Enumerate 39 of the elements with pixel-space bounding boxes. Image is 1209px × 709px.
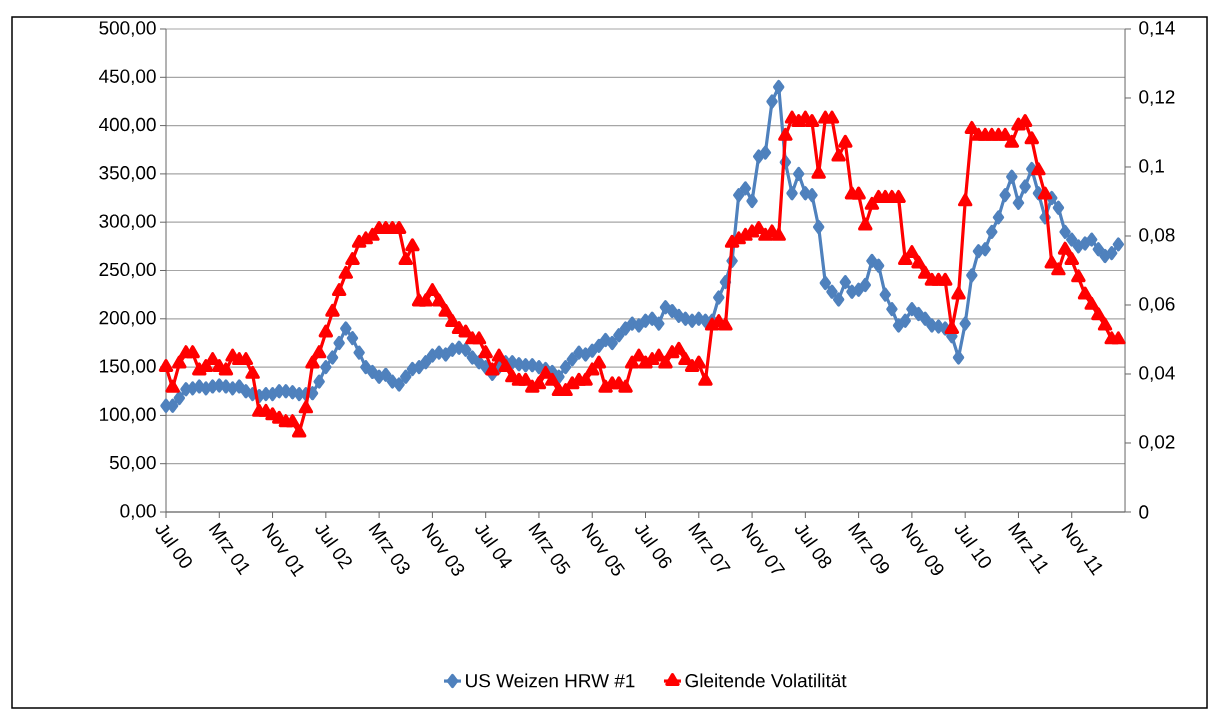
y2-tick-label: 0 xyxy=(1139,505,1149,519)
x-tick-label: Mrz 09 xyxy=(848,522,890,574)
x-tick-label: Nov 07 xyxy=(741,522,786,574)
x-tick-label: Mrz 01 xyxy=(208,522,250,576)
x-tick-label: Nov 09 xyxy=(901,522,944,576)
y2-tick-label: 0,06 xyxy=(1139,297,1175,313)
y2-tick-label: 0,14 xyxy=(1139,21,1175,37)
x-tick-label: Nov 05 xyxy=(581,522,626,576)
y-tick-label: 350,00 xyxy=(99,166,156,182)
y2-tick-label: 0,04 xyxy=(1139,366,1175,382)
y2-tick-label: 0,02 xyxy=(1139,435,1175,451)
x-tick-label: Jul 06 xyxy=(635,524,672,569)
x-tick-label: Mrz 03 xyxy=(368,522,410,575)
y-tick-label: 50,00 xyxy=(109,455,156,472)
y-tick-label: 100,00 xyxy=(100,407,156,424)
x-tick-label: Nov 01 xyxy=(262,522,304,577)
x-tick-label: Jul 00 xyxy=(155,524,192,568)
x-tick-label: Nov 11 xyxy=(1061,522,1103,576)
y-tick-label: 0,00 xyxy=(120,504,156,520)
y2-tick-label: 0,1 xyxy=(1139,159,1164,175)
y-tick-label: 300,00 xyxy=(99,214,156,231)
y-tick-label: 200,00 xyxy=(99,310,156,327)
y-tick-label: 150,00 xyxy=(100,359,156,375)
x-tick-label: Mrz 05 xyxy=(528,522,571,574)
y-tick-label: 500,00 xyxy=(99,21,156,37)
y-tick-label: 450,00 xyxy=(99,69,156,86)
x-tick-label: Jul 10 xyxy=(954,524,992,568)
x-tick-label: Jul 02 xyxy=(315,524,352,570)
y2-tick-label: 0,12 xyxy=(1139,90,1175,106)
legend-label: Gleitende Volatilität xyxy=(685,673,847,688)
x-tick-label: Mrz 11 xyxy=(1008,522,1048,575)
x-tick-label: Mrz 07 xyxy=(688,522,731,572)
legend-label: US Weizen HRW #1 xyxy=(466,673,635,688)
y-tick-label: 400,00 xyxy=(99,117,156,134)
x-tick-label: Nov 03 xyxy=(421,522,465,576)
x-tick-label: Jul 04 xyxy=(475,524,513,569)
y-tick-label: 250,00 xyxy=(99,262,156,279)
x-tick-label: Jul 08 xyxy=(795,524,832,569)
y2-tick-label: 0,08 xyxy=(1139,228,1175,244)
